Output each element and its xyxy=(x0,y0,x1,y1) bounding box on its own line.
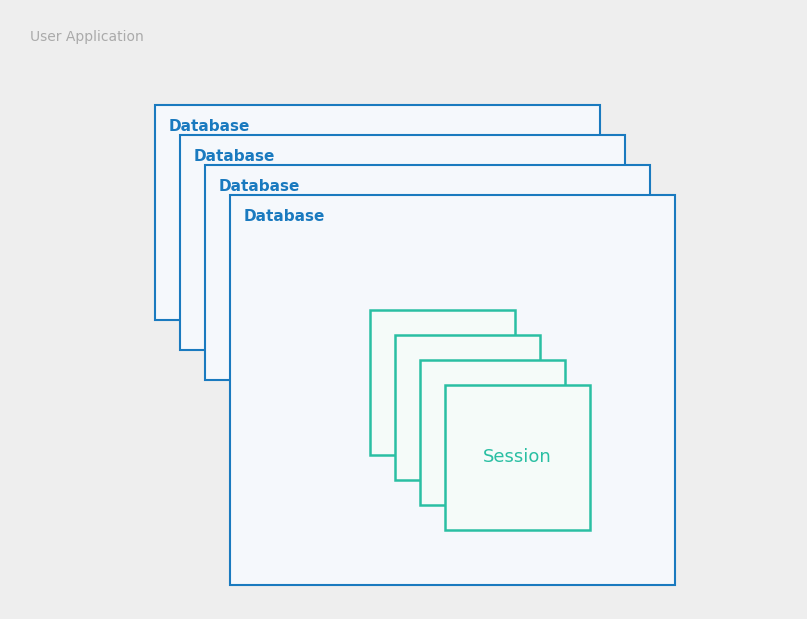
FancyBboxPatch shape xyxy=(155,105,600,320)
Text: Database: Database xyxy=(194,149,275,164)
Text: User Application: User Application xyxy=(30,30,144,44)
FancyBboxPatch shape xyxy=(370,310,515,455)
FancyBboxPatch shape xyxy=(230,195,675,585)
Text: Database: Database xyxy=(244,209,325,224)
Text: Session: Session xyxy=(483,449,552,467)
FancyBboxPatch shape xyxy=(445,385,590,530)
Text: Database: Database xyxy=(219,179,300,194)
FancyBboxPatch shape xyxy=(180,135,625,350)
FancyBboxPatch shape xyxy=(395,335,540,480)
Text: Database: Database xyxy=(169,119,250,134)
FancyBboxPatch shape xyxy=(205,165,650,380)
FancyBboxPatch shape xyxy=(420,360,565,505)
